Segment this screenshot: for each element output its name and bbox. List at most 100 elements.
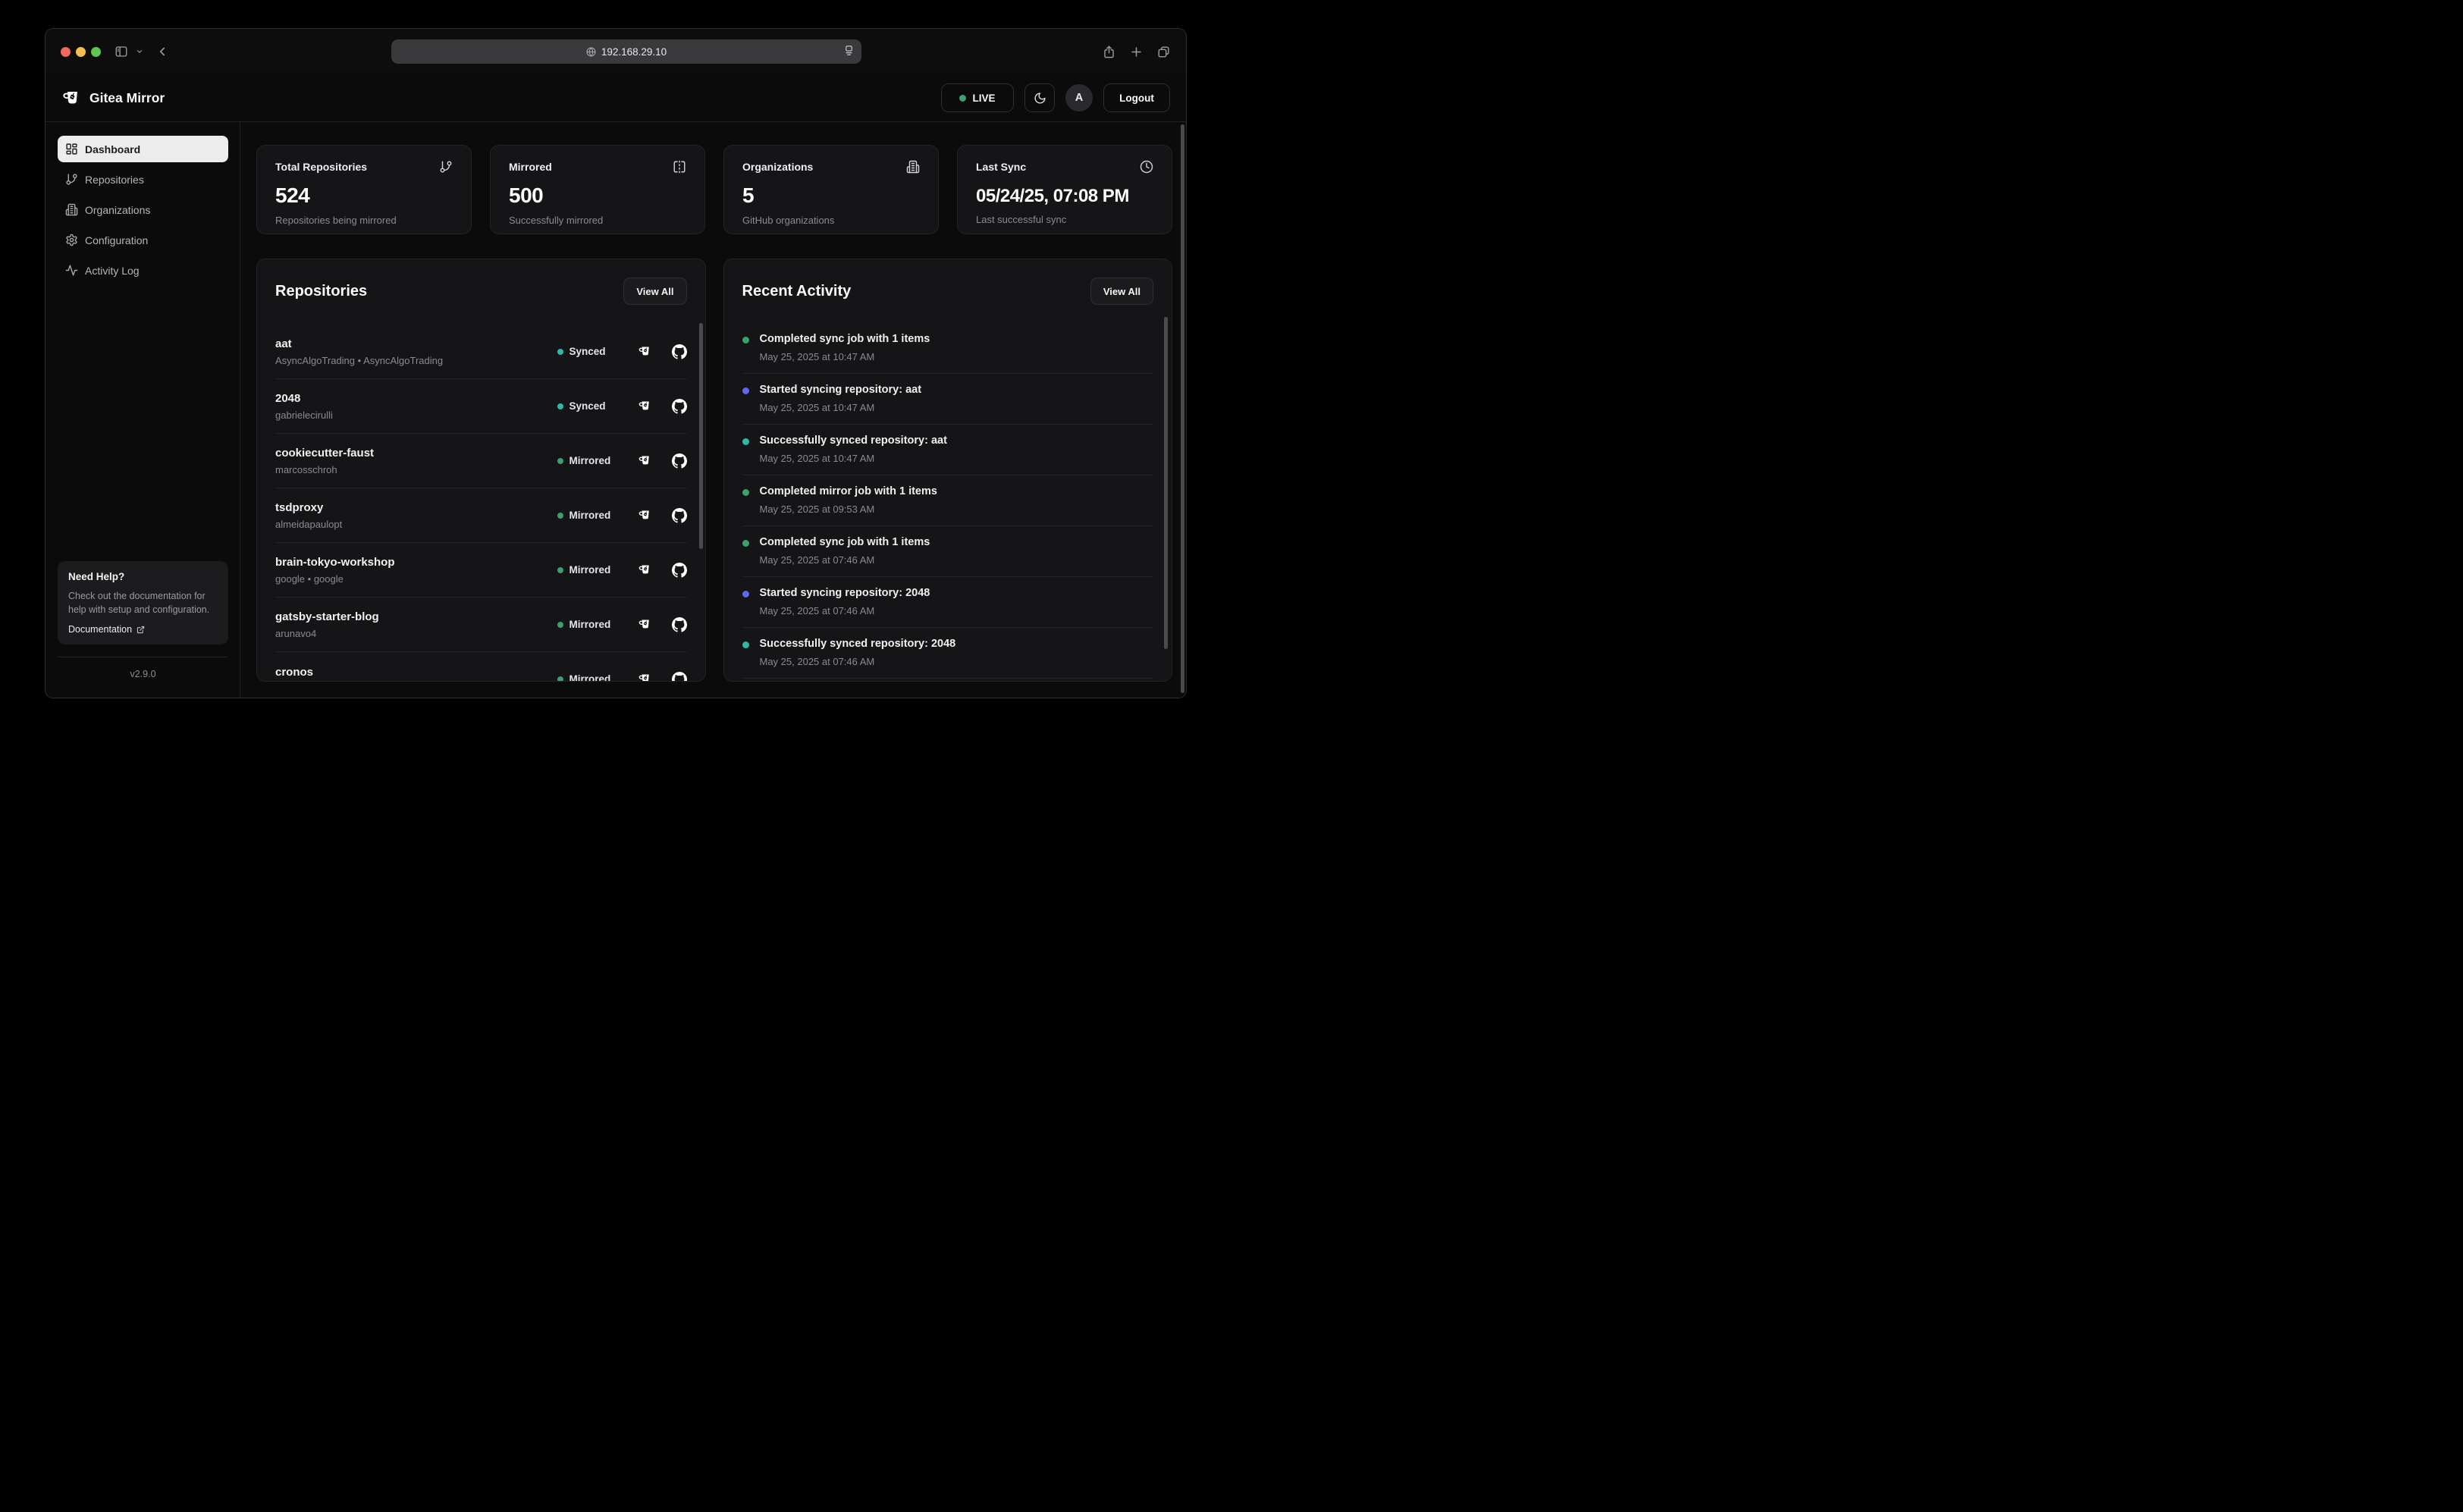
browser-window: 192.168.29.10 (45, 28, 1187, 698)
sidebar-item-dashboard[interactable]: Dashboard (58, 136, 228, 162)
flip-horizontal-icon (673, 160, 686, 174)
tab-overview-icon[interactable] (1156, 45, 1171, 59)
status-label: Mirrored (569, 564, 611, 576)
minimize-window-button[interactable] (76, 46, 86, 57)
zoom-window-button[interactable] (91, 46, 101, 57)
repository-row[interactable]: 2048 gabrielecirulli Synced (275, 379, 687, 434)
status-label: Synced (569, 400, 606, 412)
repository-row[interactable]: cronos Mirrored (275, 652, 687, 681)
repository-row[interactable]: aat AsyncAlgoTrading • AsyncAlgoTrading … (275, 325, 687, 379)
stat-value: 500 (509, 184, 544, 207)
activity-view-all-button[interactable]: View All (1090, 278, 1153, 305)
gitea-link-icon[interactable] (638, 617, 652, 632)
live-status-button[interactable]: LIVE (941, 83, 1014, 112)
globe-icon (586, 46, 596, 57)
status-dot (557, 403, 563, 409)
app-logo: Gitea Mirror (61, 88, 165, 108)
gitea-link-icon[interactable] (638, 508, 652, 522)
external-link-icon (136, 626, 145, 634)
repository-name: gatsby-starter-blog (275, 610, 379, 623)
sidebar-toggle-icon[interactable] (115, 45, 128, 58)
activity-row[interactable]: Completed sync job with 1 items May 25, … (742, 323, 1153, 374)
repository-status: Synced (557, 400, 636, 412)
repository-name: 2048 (275, 391, 301, 405)
theme-toggle-button[interactable] (1024, 83, 1055, 112)
github-link-icon[interactable] (671, 343, 687, 359)
repository-owner: google • google (275, 572, 344, 585)
gitea-link-icon[interactable] (638, 399, 652, 413)
gitea-link-icon[interactable] (638, 672, 652, 681)
github-link-icon[interactable] (671, 398, 687, 414)
documentation-link[interactable]: Documentation (68, 624, 218, 635)
recent-activity-title: Recent Activity (742, 282, 852, 300)
browser-toolbar: 192.168.29.10 (45, 29, 1186, 74)
repository-name: cookiecutter-faust (275, 446, 375, 460)
stat-subtitle: GitHub organizations (742, 215, 835, 226)
repository-owner: AsyncAlgoTrading • AsyncAlgoTrading (275, 354, 444, 366)
page-scrollbar-thumb[interactable] (1181, 124, 1184, 693)
activity-row[interactable]: Completed sync job with 1 items May 25, … (742, 526, 1153, 577)
back-icon[interactable] (155, 45, 169, 58)
repository-name: cronos (275, 665, 314, 679)
activity-row[interactable]: Started syncing repository: 2048 May 25,… (742, 577, 1153, 628)
recent-activity-panel: Recent Activity View All Completed sync … (723, 259, 1172, 682)
gitea-link-icon[interactable] (638, 563, 652, 577)
repository-row[interactable]: gatsby-starter-blog arunavo4 Mirrored (275, 598, 687, 652)
git-branch-icon (439, 160, 453, 174)
github-link-icon[interactable] (671, 616, 687, 632)
activity-dot (742, 337, 749, 343)
status-label: Mirrored (569, 510, 611, 521)
status-dot (557, 566, 563, 573)
repository-name: brain-tokyo-workshop (275, 555, 395, 569)
repository-row[interactable]: brain-tokyo-workshop google • google Mir… (275, 543, 687, 598)
activity-dot (742, 489, 749, 496)
logout-button[interactable]: Logout (1103, 83, 1170, 112)
github-link-icon[interactable] (671, 671, 687, 681)
activity-text: Successfully synced repository: aat (759, 434, 947, 447)
sidebar-item-activity-log[interactable]: Activity Log (58, 257, 228, 284)
activity-row[interactable]: Successfully synced repository: aat May … (742, 425, 1153, 475)
chevron-down-icon[interactable] (136, 48, 143, 55)
close-window-button[interactable] (61, 46, 71, 57)
status-dot (557, 457, 563, 464)
activity-list: Completed sync job with 1 items May 25, … (742, 323, 1153, 679)
github-link-icon[interactable] (671, 453, 687, 469)
repository-status: Mirrored (557, 510, 636, 521)
activity-text: Completed mirror job with 1 items (759, 485, 937, 497)
stat-subtitle: Last successful sync (976, 214, 1067, 225)
help-body: Check out the documentation for help wit… (68, 590, 210, 615)
repositories-scrollbar-thumb[interactable] (698, 323, 703, 549)
activity-row[interactable]: Successfully synced repository: 2048 May… (742, 628, 1153, 679)
activity-scrollbar-thumb[interactable] (1164, 317, 1168, 649)
activity-text: Completed sync job with 1 items (759, 536, 930, 548)
gear-icon (65, 234, 78, 246)
sidebar-item-organizations[interactable]: Organizations (58, 196, 228, 223)
building-icon (65, 203, 78, 216)
activity-row[interactable]: Completed mirror job with 1 items May 25… (742, 475, 1153, 526)
activity-timestamp: May 25, 2025 at 10:47 AM (759, 402, 875, 413)
new-tab-icon[interactable] (1129, 45, 1144, 59)
address-bar[interactable]: 192.168.29.10 (391, 39, 861, 64)
repository-row[interactable]: tsdproxy almeidapaulopt Mirrored (275, 488, 687, 543)
activity-dot (742, 387, 749, 394)
gitea-link-icon[interactable] (638, 344, 652, 359)
github-link-icon[interactable] (671, 562, 687, 578)
stat-value: 524 (275, 184, 310, 207)
repository-status: Mirrored (557, 673, 636, 681)
activity-text: Successfully synced repository: 2048 (759, 638, 956, 650)
sidebar-item-repositories[interactable]: Repositories (58, 166, 228, 193)
gitea-link-icon[interactable] (638, 453, 652, 468)
repository-row[interactable]: cookiecutter-faust marcosschroh Mirrored (275, 434, 687, 488)
repository-name: tsdproxy (275, 500, 324, 514)
github-link-icon[interactable] (671, 507, 687, 523)
activity-row[interactable]: Started syncing repository: aat May 25, … (742, 374, 1153, 425)
moon-icon (1034, 92, 1046, 105)
sidebar-item-configuration[interactable]: Configuration (58, 227, 228, 253)
page-settings-icon[interactable] (843, 45, 855, 56)
share-icon[interactable] (1102, 45, 1116, 59)
repositories-view-all-button[interactable]: View All (623, 278, 687, 305)
avatar[interactable]: A (1065, 84, 1093, 111)
repository-status: Synced (557, 346, 636, 357)
stat-card-total-repositories: Total Repositories 524 Repositories bein… (256, 145, 472, 234)
clock-icon (1140, 160, 1153, 174)
